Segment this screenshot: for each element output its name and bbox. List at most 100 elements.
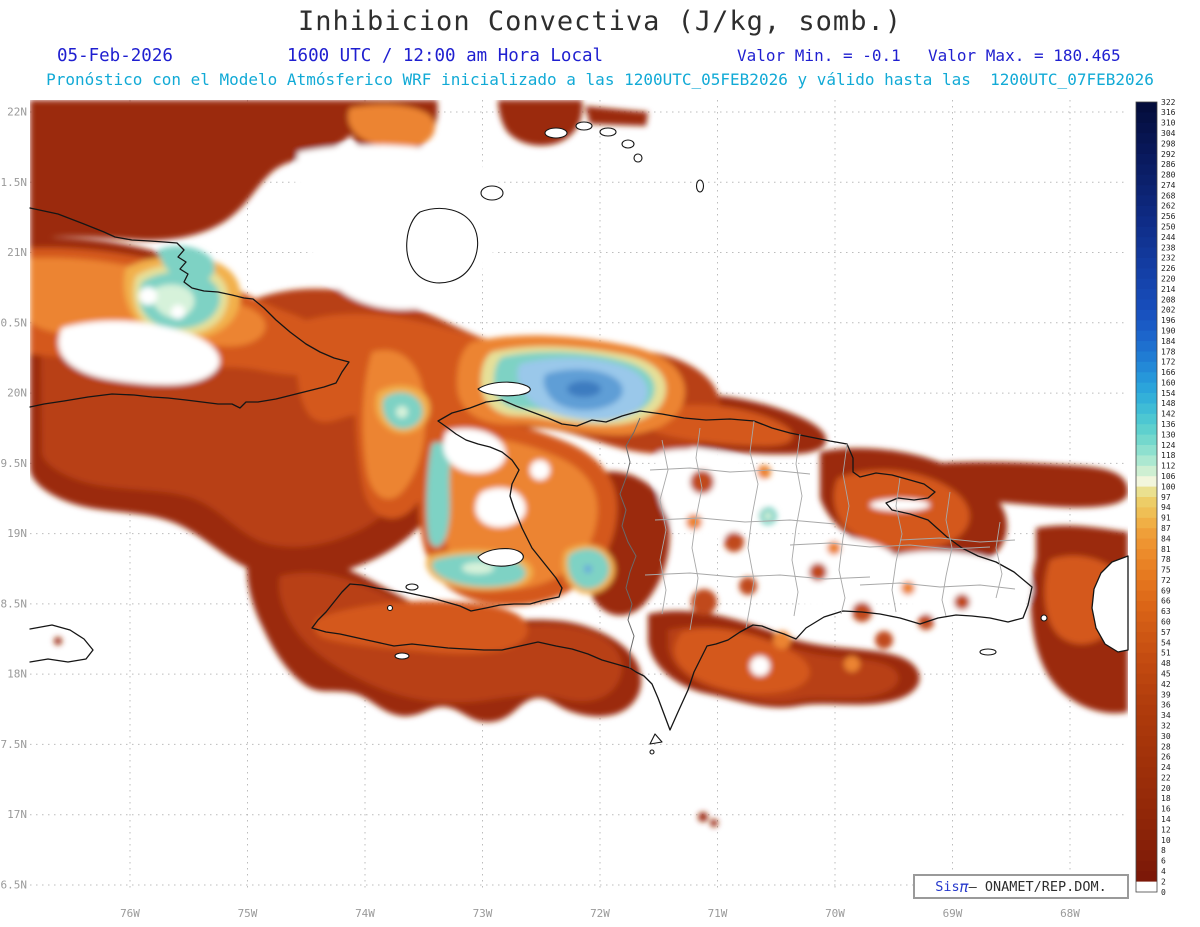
colorbar-segment [1136,559,1157,571]
colorbar-tick: 130 [1161,430,1176,439]
colorbar-tick: 42 [1161,680,1171,689]
colorbar-segment [1136,497,1157,508]
colorbar-tick: 226 [1161,264,1176,273]
cayemites-island [405,583,419,591]
colorbar-segment [1136,289,1157,300]
colorbar-segment [1136,195,1157,207]
colorbar-segment [1136,673,1157,685]
lon-label: 68W [1060,907,1080,920]
cuba-coastline [29,207,350,409]
colorbar-segment [1136,309,1157,321]
lon-label: 69W [943,907,963,920]
colorbar-tick: 322 [1161,98,1176,107]
colorbar-tick: 63 [1161,607,1171,616]
colorbar-tick: 81 [1161,545,1171,554]
colorbar-tick: 118 [1161,451,1176,460]
colorbar-tick: 136 [1161,420,1176,429]
ile-a-vache-island [394,652,410,660]
gonave-island [477,548,524,567]
colorbar-segment [1136,642,1157,654]
beata-island [649,733,663,745]
colorbar-segment [1136,517,1157,529]
colorbar-segment [1136,808,1157,820]
colorbar-segment [1136,476,1157,488]
colorbar-tick: 238 [1161,243,1176,252]
colorbar-segment [1136,652,1157,664]
south-caicos-island [633,153,643,163]
colorbar-tick: 160 [1161,378,1176,387]
colorbar-tick: 214 [1161,285,1176,294]
grand-turk-island [695,179,705,193]
alto-velo-island [649,749,655,755]
colorbar-segment [1136,580,1157,591]
mona-island [1040,614,1048,622]
navassa-island [386,604,394,612]
colorbar-tick: 60 [1161,618,1171,627]
colorbar-tick: 30 [1161,732,1171,741]
tortuga-island [477,381,531,397]
colorbar-tick: 26 [1161,753,1171,762]
value-max-label: Valor Max. = 180.465 [928,46,1121,65]
colorbar-segment [1136,777,1157,789]
lat-label: 19N [7,527,27,540]
lat-label: 18N [7,668,27,681]
colorbar-tick: 106 [1161,472,1176,481]
colorbar-segment [1136,382,1157,394]
haiti-dr-border [619,417,641,668]
jamaica-coastline [29,624,94,663]
puerto-rico-coastline [1091,555,1129,653]
colorbar-tick: 184 [1161,337,1176,346]
colorbar-segment [1136,600,1157,612]
forecast-subtitle: Pronóstico con el Modelo Atmósferico WRF… [46,70,1154,89]
colorbar-tick: 20 [1161,784,1171,793]
colorbar-segment [1136,133,1157,144]
colorbar-segment [1136,767,1157,779]
colorbar-tick: 142 [1161,410,1176,419]
colorbar-segment [1136,538,1157,550]
colorbar-segment [1136,736,1157,747]
colorbar-segment [1136,434,1157,446]
colorbar-segment [1136,611,1157,623]
colorbar-segment [1136,372,1157,384]
colorbar-tick: 274 [1161,181,1176,190]
colorbar-segment [1136,351,1157,363]
colorbar-tick: 154 [1161,389,1176,398]
colorbar-segment [1136,819,1157,831]
valid-time: 1600 UTC / 12:00 am Hora Local [287,46,604,66]
colorbar-segment [1136,663,1157,675]
colorbar-segment [1136,185,1157,196]
colorbar-tick: 24 [1161,763,1171,772]
colorbar-tick: 94 [1161,503,1171,512]
colorbar-segment [1136,122,1157,134]
colorbar-segment [1136,143,1157,155]
colorbar-segment [1136,102,1157,113]
colorbar-segment [1136,569,1157,581]
colorbar-tick: 262 [1161,202,1176,211]
small-islands [386,121,1048,755]
colorbar-tick: 57 [1161,628,1171,637]
colorbar-segment [1136,393,1157,404]
colorbar-segment [1136,756,1157,768]
colorbar-tick: 172 [1161,358,1176,367]
lon-label: 72W [590,907,610,920]
colorbar-segment [1136,788,1157,799]
colorbar-segment [1136,455,1157,467]
colorbar-segment [1136,164,1157,176]
colorbar-frame [1135,101,1158,893]
colorbar-tick: 4 [1161,867,1166,876]
colorbar-segment [1136,871,1157,883]
colorbar: 3223163103042982922862802742682622562502… [1135,98,1176,897]
colorbar-segment [1136,528,1157,539]
lat-label: 20N [7,387,27,400]
colorbar-tick: 87 [1161,524,1171,533]
colorbar-tick: 0 [1161,888,1166,897]
colorbar-segment [1136,694,1157,706]
colorbar-segment [1136,704,1157,716]
colorbar-segment [1136,237,1157,248]
lon-label: 71W [708,907,728,920]
colorbar-tick: 244 [1161,233,1176,242]
lon-label: 74W [355,907,375,920]
colorbar-tick: 54 [1161,638,1171,647]
